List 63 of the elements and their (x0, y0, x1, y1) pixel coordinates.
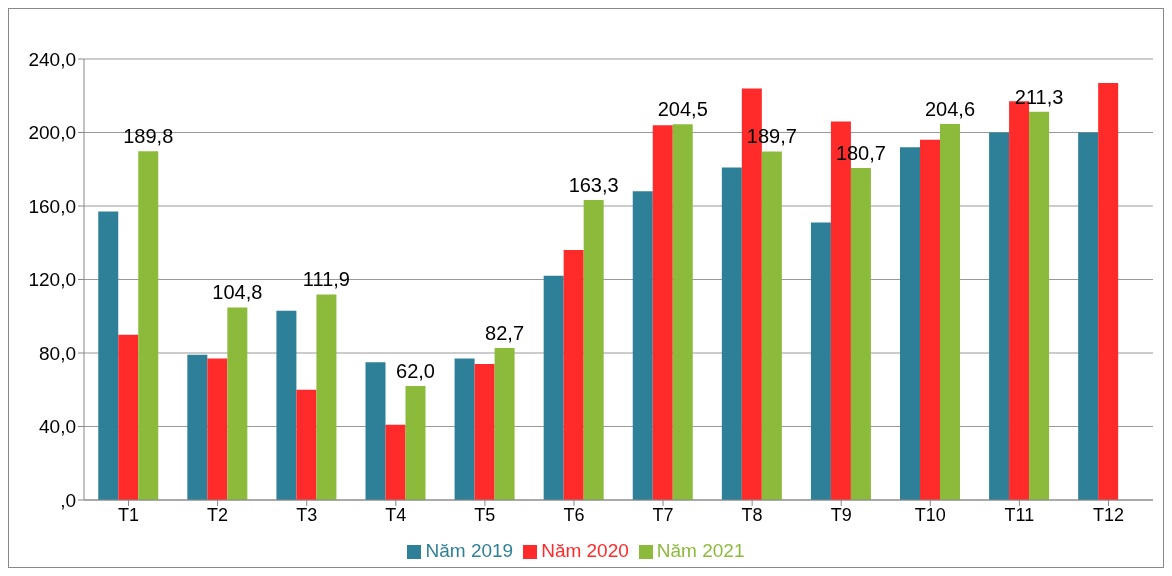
bar (276, 310, 297, 500)
data-label: 82,7 (485, 322, 525, 345)
data-label: 211,3 (1014, 85, 1064, 108)
bar (652, 125, 673, 500)
data-label: 62,0 (396, 360, 435, 383)
y-tick-label: 240,0 (28, 48, 76, 70)
x-tick-label: T1 (118, 504, 140, 525)
y-tick-label: 160,0 (28, 195, 76, 217)
bar (227, 307, 248, 500)
bar (296, 389, 317, 500)
data-label: 204,5 (657, 98, 708, 121)
bar (920, 139, 940, 500)
x-tick-label: T12 (1092, 504, 1124, 525)
bar (98, 211, 119, 500)
bar (138, 151, 159, 500)
bar (543, 275, 564, 500)
x-tick-label: T6 (563, 504, 585, 525)
data-label: 163,3 (568, 173, 619, 196)
bar (118, 334, 139, 500)
bar (989, 132, 1010, 500)
bar (563, 250, 584, 500)
data-label: 189,8 (123, 125, 174, 148)
bar (494, 348, 515, 500)
x-tick-label: T4 (385, 504, 407, 525)
y-tick-label: ,0 (60, 489, 76, 511)
data-label: 104,8 (212, 281, 263, 304)
bar (721, 167, 742, 500)
bar (850, 167, 871, 500)
legend-label: Năm 2021 (656, 540, 745, 561)
bar (632, 191, 653, 500)
bar (583, 199, 604, 500)
bar (207, 358, 228, 500)
bar (385, 424, 406, 500)
x-tick-label: T8 (741, 504, 763, 525)
y-tick-label: 80,0 (39, 342, 76, 364)
bar (474, 364, 495, 500)
bar (1029, 111, 1050, 500)
bar (405, 386, 426, 500)
x-tick-label: T2 (207, 504, 229, 525)
legend-label: Năm 2020 (541, 540, 629, 561)
bar (1078, 132, 1099, 500)
bar (316, 294, 337, 500)
y-tick-label: 120,0 (28, 269, 76, 291)
bar (761, 151, 782, 500)
y-tick-label: 200,0 (28, 122, 76, 144)
bar (1098, 82, 1119, 500)
data-label: 204,6 (924, 98, 976, 121)
bar (454, 358, 475, 500)
bar (940, 124, 960, 500)
legend-label: Năm 2019 (425, 540, 514, 561)
x-tick-label: T10 (914, 504, 946, 525)
bar (365, 362, 386, 500)
x-tick-label: T9 (830, 504, 852, 525)
x-tick-label: T3 (296, 504, 318, 525)
bar (900, 147, 920, 500)
y-tick-label: 40,0 (39, 416, 76, 438)
data-label: 111,9 (302, 268, 350, 291)
bar (187, 354, 208, 500)
x-tick-label: T5 (474, 504, 496, 525)
bar (810, 222, 831, 500)
bar (672, 124, 693, 500)
x-tick-label: T7 (652, 504, 674, 525)
x-tick-label: T11 (1004, 504, 1035, 525)
